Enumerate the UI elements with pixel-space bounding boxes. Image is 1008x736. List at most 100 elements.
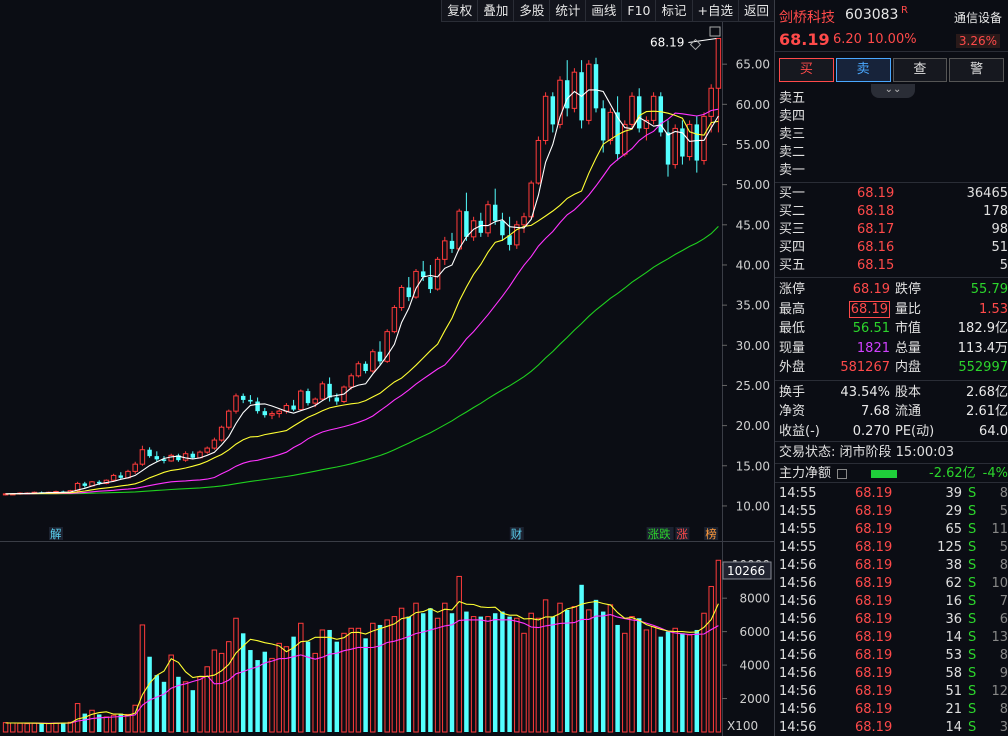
stats-row: 现量 1821 总量 113.4万	[775, 339, 1008, 359]
candle-body-down	[118, 475, 124, 478]
volume-bar-up	[53, 722, 59, 733]
ma5-line	[5, 89, 719, 495]
tick-side: S	[968, 504, 977, 519]
toolbar-draw-line-button[interactable]: 画线	[585, 0, 621, 22]
volume-bar-up	[715, 559, 722, 733]
volume-bar-up	[607, 604, 614, 733]
volume-tick-label: 2000	[739, 692, 770, 706]
order-book-row[interactable]: 卖四	[775, 108, 1008, 126]
stat-label: 收益(-)	[779, 423, 820, 439]
event-marker-box	[509, 527, 524, 540]
candle-body-down	[154, 456, 160, 460]
volume-bar-down	[147, 656, 152, 732]
candle-body-down	[190, 453, 196, 458]
volume-bar-up	[485, 616, 491, 733]
tick-count: 7	[999, 594, 1008, 609]
volume-bar-up	[341, 632, 347, 733]
toolbar-add-watchlist-button[interactable]: +自选	[691, 0, 738, 22]
candle-body-down	[694, 124, 700, 161]
chevron-down-icon[interactable]: ⌄⌄	[871, 84, 915, 98]
tick-side: S	[968, 612, 977, 627]
order-book-row[interactable]: 卖二	[775, 144, 1008, 162]
event-marker-box	[675, 527, 690, 540]
level-label: 买四	[779, 240, 806, 255]
tick-time: 14:56	[779, 594, 817, 609]
sector-name[interactable]: 通信设备	[953, 11, 1002, 25]
candle-body-down	[406, 287, 412, 298]
volume-bar-down	[500, 611, 505, 732]
candle-body-up	[168, 454, 174, 462]
order-book-row[interactable]: 买一 68.19 36465	[775, 185, 1008, 203]
order-book-row[interactable]: 卖三	[775, 126, 1008, 144]
query-button[interactable]: 查	[892, 58, 948, 82]
tick-row: 14:55 68.19 39 S 8	[775, 485, 1008, 503]
tick-row: 14:56 68.19 14 S 3	[775, 719, 1008, 736]
tick-volume: 65	[945, 522, 962, 537]
candle-body-down	[377, 351, 383, 362]
volume-bar-up	[218, 652, 225, 733]
toolbar-overlay-button[interactable]: 叠加	[477, 0, 513, 22]
tick-count: 5	[999, 504, 1008, 519]
tick-row: 14:56 68.19 53 S 8	[775, 647, 1008, 665]
tick-list[interactable]: 14:55 68.19 39 S 8 14:55 68.19 29 S 5 14:55 68.19 65…	[775, 483, 1008, 736]
volume-bar-up	[132, 704, 138, 733]
toolbar-multi-stock-button[interactable]: 多股	[513, 0, 549, 22]
buy-button[interactable]: 买	[779, 58, 834, 82]
alert-button[interactable]: 警	[949, 58, 1004, 82]
tick-volume: 14	[945, 720, 962, 735]
volume-bar-up	[528, 612, 534, 733]
candle-body-down	[658, 96, 664, 133]
stock-name[interactable]: 剑桥科技	[779, 10, 835, 26]
toolbar-fuquan-button[interactable]: 复权	[441, 0, 477, 22]
tick-side: S	[968, 486, 977, 501]
stat-value: 1821	[856, 340, 890, 356]
candle-body-down	[500, 220, 505, 236]
sector-change-pct: 3.26%	[955, 34, 1000, 48]
stat-value: 64.0	[979, 423, 1008, 439]
kline-chart-area[interactable]: 65.00 60.00 55.00 50.00 45.00 40.00 35.00 30.00…	[0, 0, 774, 736]
volume-bar-up	[571, 606, 578, 733]
tick-volume: 125	[937, 540, 962, 555]
volume-bar-up	[557, 602, 563, 733]
order-book-row[interactable]: 买三 68.17 98	[775, 221, 1008, 239]
order-book-row[interactable]: 买五 68.15 5	[775, 257, 1008, 275]
kline-chart[interactable]: 65.00 60.00 55.00 50.00 45.00 40.00 35.00 30.00…	[0, 0, 774, 736]
candle-body-up	[211, 439, 218, 449]
capital-flow-label: 主力净额	[779, 466, 832, 481]
capital-flow-pct: -4%	[982, 466, 1008, 481]
level-label: 卖四	[779, 109, 806, 124]
volume-bar-up	[586, 609, 592, 733]
volume-unit-label: X100	[727, 719, 758, 733]
candle-body-down	[147, 449, 152, 457]
tick-row: 14:56 68.19 38 S 8	[775, 557, 1008, 575]
order-book-row[interactable]: 买四 68.16 51	[775, 239, 1008, 257]
stat-label: 内盘	[895, 360, 922, 375]
stat-value: 7.68	[861, 404, 890, 419]
order-book-row[interactable]: 卖五	[775, 90, 1008, 108]
candle-body-up	[370, 351, 376, 372]
toolbar-mark-button[interactable]: 标记	[655, 0, 691, 22]
sell-button[interactable]: 卖	[835, 58, 891, 82]
volume-bar-up	[370, 622, 376, 733]
level-label: 买三	[779, 222, 806, 237]
toolbar-f10-button[interactable]: F10	[621, 0, 655, 22]
candle-body-down	[291, 405, 296, 410]
candle-body-down	[248, 399, 253, 402]
stats-row: 外盘 581267 内盘 552997	[775, 358, 1008, 378]
tick-side: S	[968, 594, 977, 609]
toolbar-statistics-button[interactable]: 统计	[549, 0, 585, 22]
capital-flow-row[interactable]: 主力净额 -2.62亿 -4%	[775, 463, 1008, 483]
candle-body-down	[363, 363, 368, 371]
order-book-row[interactable]: 卖一	[775, 162, 1008, 180]
candle-body-down	[492, 204, 498, 221]
candle-body-down	[305, 391, 311, 404]
list-icon[interactable]	[837, 469, 847, 479]
tick-row: 14:56 68.19 58 S 9	[775, 665, 1008, 683]
volume-bar-up	[2, 722, 9, 733]
candle-body-up	[586, 63, 592, 121]
candle-body-down	[680, 128, 685, 157]
toolbar-back-button[interactable]: 返回	[737, 0, 774, 22]
volume-bar-up	[139, 624, 146, 733]
volume-bar-down	[680, 633, 685, 732]
order-book-row[interactable]: 买二 68.18 178	[775, 203, 1008, 221]
